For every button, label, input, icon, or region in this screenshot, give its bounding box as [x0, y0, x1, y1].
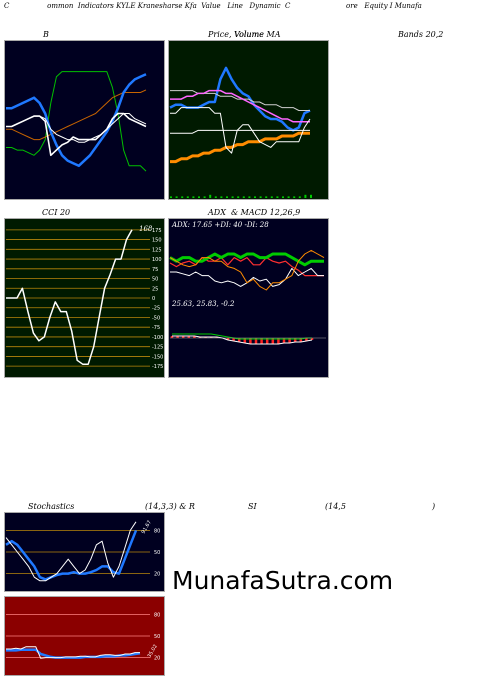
stoch-k-line	[5, 521, 137, 582]
volume-bar	[248, 196, 251, 198]
stochastics-title: Stochastics	[28, 502, 75, 511]
rsi-line	[6, 646, 140, 659]
price-title-part-2: Volume	[234, 30, 264, 39]
volume-bar	[254, 196, 256, 198]
rsi-title: SI	[248, 502, 257, 511]
volume-bar	[175, 196, 178, 198]
volume-bar	[231, 196, 234, 198]
cci-tick-label: -75	[152, 325, 160, 331]
adx-macd-title: ADX & MACD 12,26,9	[208, 208, 301, 217]
header-line: C ommon Indicators KYLE Kranesharse Kfa …	[4, 2, 422, 10]
volume-bar	[186, 196, 189, 198]
cci-title: CCI 20	[42, 208, 71, 217]
panel-background	[4, 40, 165, 200]
volume-bar	[192, 196, 195, 198]
cci-tick-label: 75	[152, 267, 158, 273]
volume-bar	[198, 196, 200, 198]
adx-macd-panel: ADX: 17.65 +DI: 40 -DI: 28 25.63, 25.83, …	[168, 218, 329, 378]
volume-bar	[265, 196, 268, 198]
volume-bar	[209, 194, 212, 198]
watermark: MunafaSutra.com	[172, 566, 394, 595]
volume-bar	[298, 196, 301, 198]
volume-bar	[276, 196, 279, 198]
cci-line	[6, 229, 133, 365]
macd-label: 25.63, 25.83, -0.2	[171, 300, 235, 308]
volume-bar	[259, 196, 262, 198]
volume-bar	[170, 196, 172, 198]
cci-tick-label: 50	[152, 277, 158, 283]
volume-bar	[242, 196, 245, 198]
rsi-tick-label: 80	[154, 612, 160, 618]
ma-pink-line	[170, 89, 310, 123]
upper-band-line	[6, 71, 147, 172]
cci-tick-label: 175	[152, 228, 162, 234]
bands-title: Bands 20,2	[398, 30, 444, 39]
cci-tick-label: -25	[152, 306, 160, 312]
volume-bar	[220, 196, 223, 198]
adx-orange-line	[169, 249, 325, 291]
cci-panel: 175 150 125 100 75 50 25 0 -25 -50 -75 -100 -125 -150…	[4, 218, 165, 378]
volume-bar	[310, 194, 312, 198]
volume-bar	[237, 196, 240, 198]
price-title-overlap: Volume	[234, 30, 264, 39]
macd-signal-line	[172, 333, 312, 340]
rsi-params: (14,5	[325, 502, 346, 511]
volume-bar	[287, 196, 290, 198]
cci-tick-label: -150	[152, 354, 163, 360]
cci-tick-label: 0	[152, 296, 155, 302]
volume-bar	[226, 196, 228, 198]
stoch-tick-label: 50	[154, 550, 160, 556]
stoch-tick-label: 80	[154, 528, 160, 534]
price-title-part-3: MA	[266, 30, 281, 39]
cci-tick-label: -175	[152, 364, 163, 370]
rsi-title-close: )	[432, 502, 436, 511]
stoch-tick-label: 20	[154, 572, 160, 578]
rsi-tick-label: 50	[154, 634, 160, 640]
stoch-params: (14,3,3) & R	[145, 502, 195, 511]
cci-tick-label: -50	[152, 315, 160, 321]
price-volume-panel	[168, 40, 329, 200]
volume-bar	[293, 196, 296, 198]
cci-tick-label: -125	[152, 345, 163, 351]
bollinger-title: B	[43, 30, 49, 39]
bollinger-panel	[4, 40, 165, 200]
middle-band-line	[6, 73, 147, 168]
cci-tick-label: 150	[152, 238, 162, 244]
cci-tick-label: 100	[152, 257, 162, 263]
volume-bar	[181, 196, 184, 198]
ma-grey-line	[170, 90, 310, 111]
volume-bar	[282, 196, 284, 198]
cci-tick-label: 125	[152, 247, 162, 253]
price-title-part-1: Price,	[208, 30, 232, 39]
price-title: Price, Volume MA	[208, 30, 280, 39]
ma-orange-line	[170, 131, 310, 164]
volume-bar	[214, 196, 217, 198]
rsi-tick-label: 20	[154, 656, 160, 662]
volume-bar	[304, 194, 307, 198]
volume-bar	[270, 196, 273, 198]
price-line	[6, 112, 147, 157]
volume-bar	[203, 196, 206, 198]
ma-white-flat-line	[170, 129, 310, 134]
macd-line	[172, 335, 313, 345]
stoch-d-line	[5, 529, 138, 581]
adx-label: ADX: 17.65 +DI: 40 -DI: 28	[171, 221, 269, 229]
cci-tick-label: -100	[152, 335, 163, 341]
cci-value-label: 168	[139, 225, 153, 233]
price-line	[170, 107, 311, 154]
cci-tick-label: 25	[152, 286, 158, 292]
panel-background	[168, 40, 329, 200]
panel-background	[168, 218, 329, 378]
